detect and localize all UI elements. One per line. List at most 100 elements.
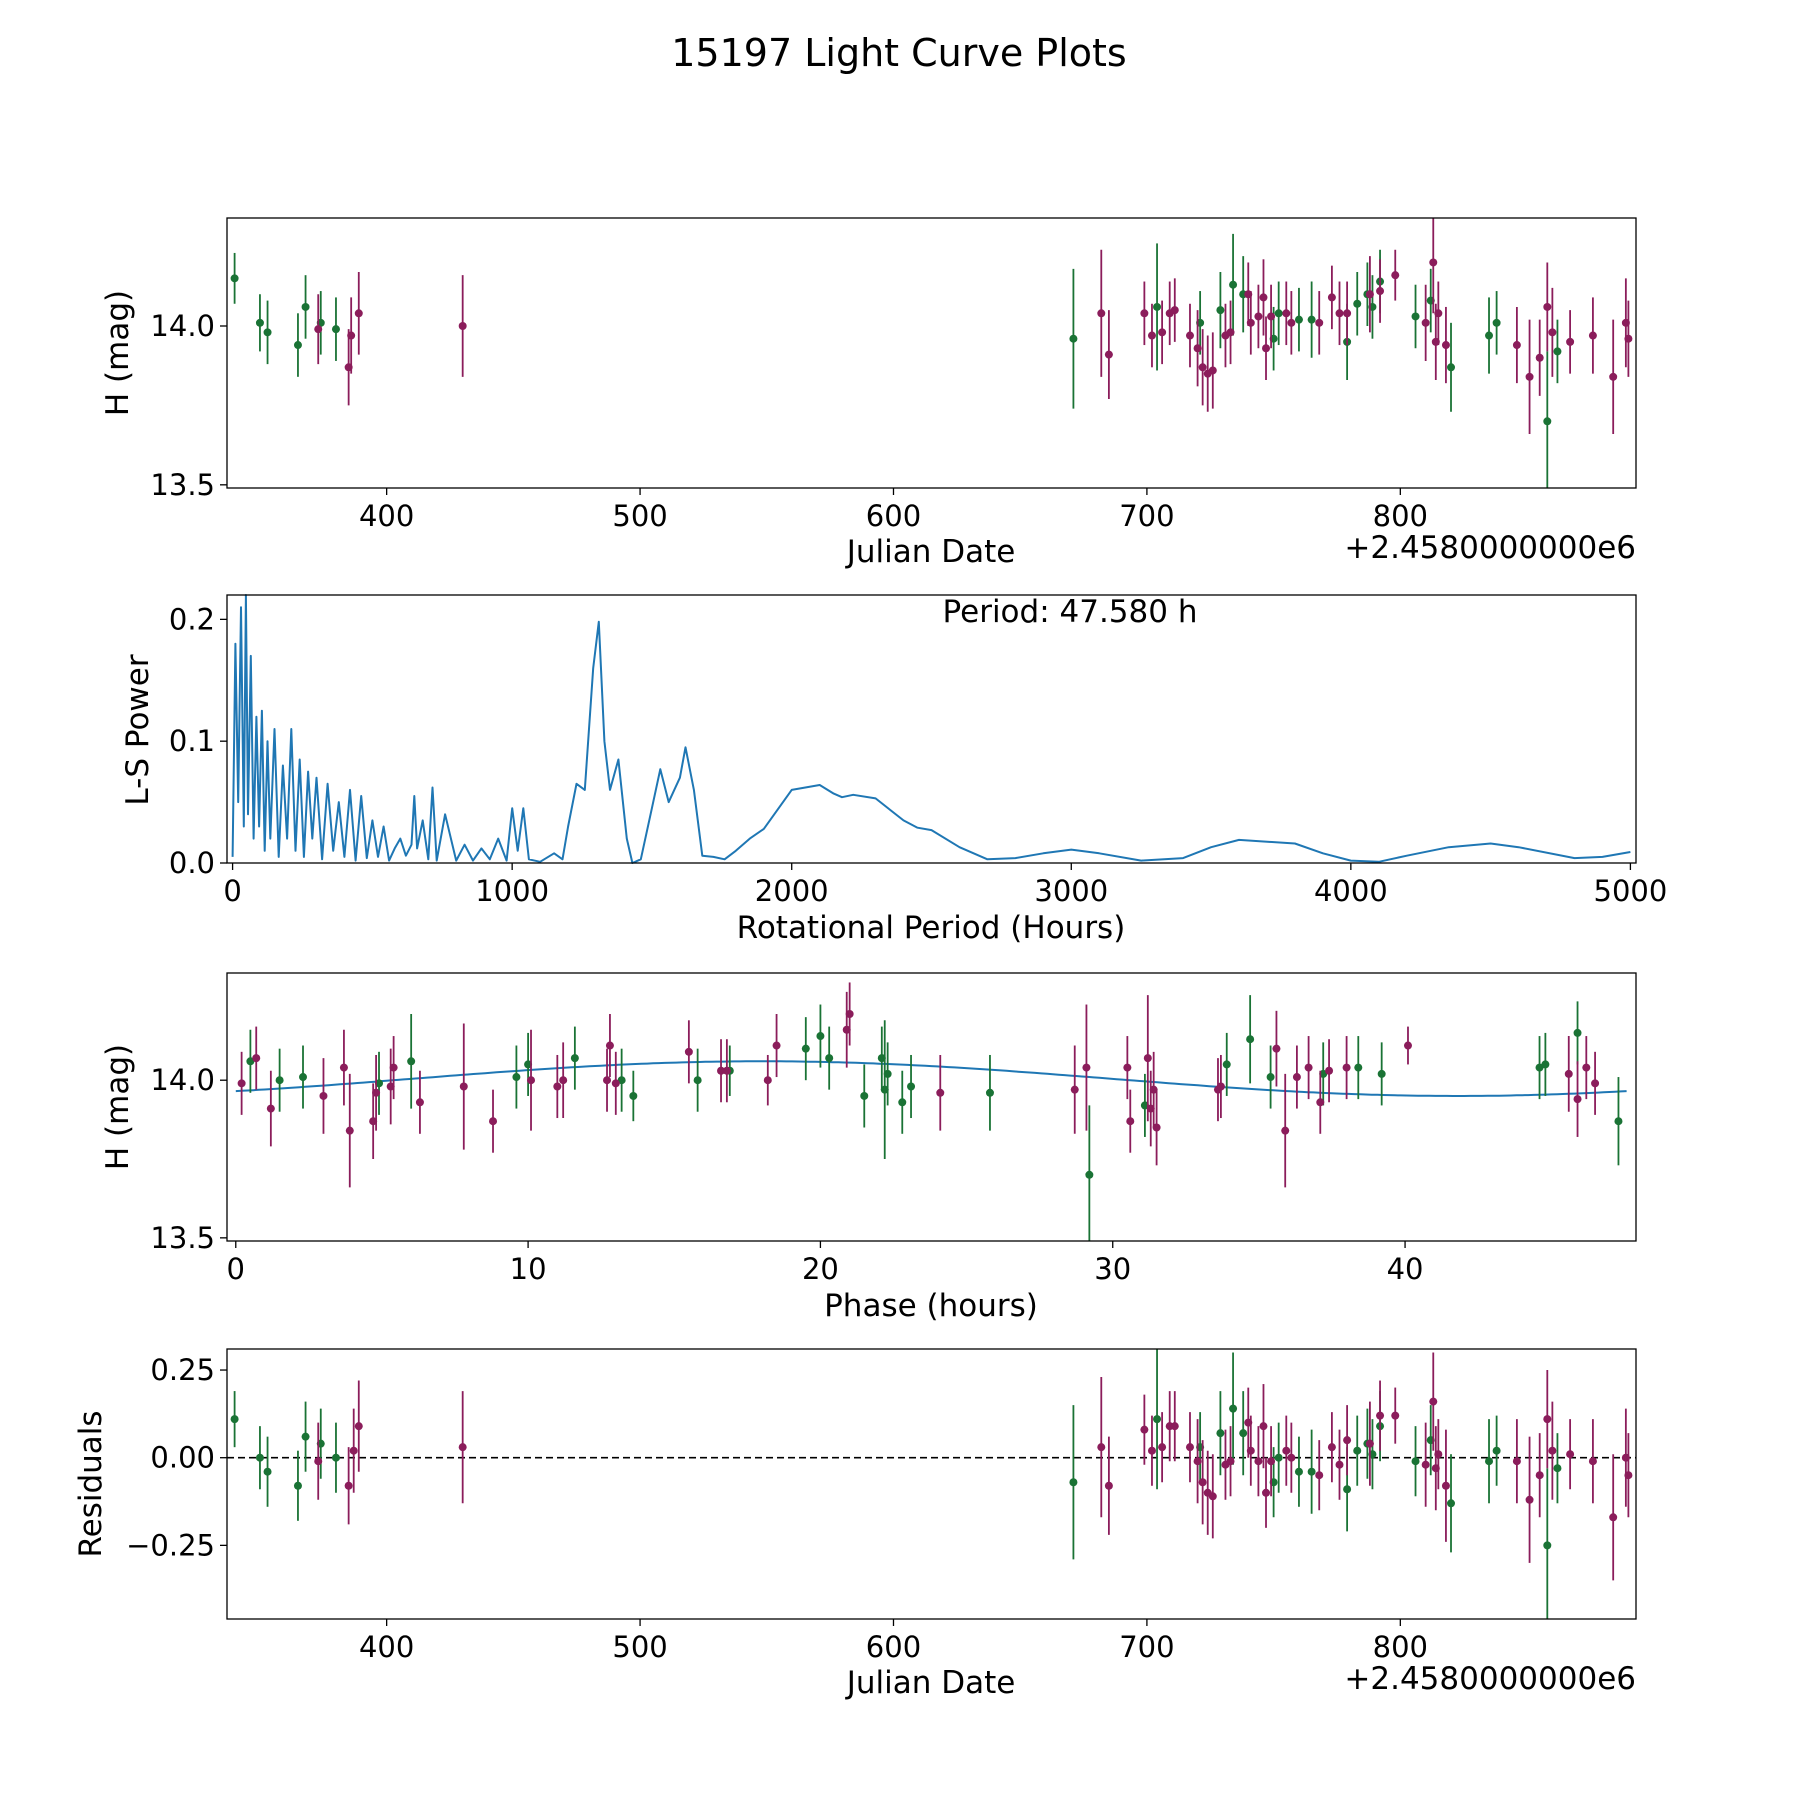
data-point (1434, 309, 1443, 318)
data-point (1246, 318, 1255, 327)
data-point (985, 1088, 994, 1097)
data-point (1327, 1443, 1336, 1452)
data-point (1365, 290, 1374, 299)
data-point (877, 1054, 886, 1063)
lightcurve-xtick-label: 600 (866, 499, 921, 533)
data-point (1566, 1450, 1575, 1459)
data-point (684, 1047, 693, 1056)
data-point (1267, 1457, 1276, 1466)
data-point (816, 1032, 825, 1041)
data-point (1582, 1063, 1591, 1072)
periodogram-xtick-label: 1000 (475, 874, 549, 908)
data-point (1272, 1044, 1281, 1053)
data-point (1541, 1060, 1550, 1069)
data-point (354, 309, 363, 318)
data-point (1342, 1063, 1351, 1072)
data-point (1153, 302, 1162, 311)
data-point (1097, 1443, 1106, 1452)
data-point (1281, 1126, 1290, 1135)
phased-axes (226, 972, 1637, 1242)
phased-ticks: 0 10 20 30 40 13.5 14.0 (150, 1063, 1423, 1286)
data-point (1069, 334, 1078, 343)
data-point (293, 1481, 302, 1490)
data-point (1512, 341, 1521, 350)
data-point (1353, 1446, 1362, 1455)
data-point (275, 1076, 284, 1085)
data-point (1266, 1073, 1275, 1082)
data-point (1315, 1471, 1324, 1480)
data-point (301, 302, 310, 311)
data-point (1429, 258, 1438, 267)
data-point (1070, 1085, 1079, 1094)
data-point (1153, 1415, 1162, 1424)
data-point (299, 1073, 308, 1082)
periodogram-ytick-label: 0.2 (169, 602, 215, 636)
phased-marks (235, 982, 1627, 1241)
data-point (1287, 1453, 1296, 1462)
data-point (1325, 1066, 1334, 1075)
periodogram-ytick-label: 0.1 (169, 724, 215, 758)
data-point (1492, 1446, 1501, 1455)
data-point (319, 1091, 328, 1100)
residuals-xtick-label: 500 (612, 1630, 667, 1664)
data-point (1548, 328, 1557, 337)
data-point (1343, 1436, 1352, 1445)
data-point (1147, 1446, 1156, 1455)
figure-title: 15197 Light Curve Plots (671, 31, 1126, 75)
data-point (1609, 372, 1618, 381)
periodogram-xtick-label: 5000 (1594, 874, 1668, 908)
data-point (1262, 1488, 1271, 1497)
data-point (1485, 331, 1494, 340)
data-point (611, 1079, 620, 1088)
data-point (1525, 1495, 1534, 1504)
data-point (1208, 1492, 1217, 1501)
data-point (459, 1082, 468, 1091)
data-point (1553, 1464, 1562, 1473)
data-point (1262, 344, 1271, 353)
data-point (1614, 1117, 1623, 1126)
data-point (1535, 1063, 1544, 1072)
lightcurve-marks (230, 218, 1633, 488)
data-point (1246, 1035, 1255, 1044)
data-point (1208, 366, 1217, 375)
data-point (880, 1085, 889, 1094)
data-point (693, 1076, 702, 1085)
data-point (1543, 417, 1552, 426)
data-point (314, 325, 323, 334)
data-point (512, 1073, 521, 1082)
data-point (1376, 287, 1385, 296)
data-point (1158, 1443, 1167, 1452)
data-point (345, 1126, 354, 1135)
phased-xtick-label: 40 (1387, 1252, 1424, 1286)
data-point (314, 1457, 323, 1466)
residuals-ytick-label: −0.25 (126, 1528, 215, 1562)
period-annotation: Period: 47.580 h (943, 594, 1198, 630)
data-point (1152, 1123, 1161, 1132)
data-point (255, 1453, 264, 1462)
data-point (246, 1057, 255, 1066)
phased-ytick-label: 14.0 (150, 1063, 215, 1097)
residuals-xtick-label: 600 (866, 1630, 921, 1664)
periodogram-ytick-label: 0.0 (169, 846, 215, 880)
data-point (1226, 328, 1235, 337)
data-point (1354, 1063, 1363, 1072)
data-point (1082, 1063, 1091, 1072)
residuals-panel: 400 500 600 700 800 0.25 0.00 −0.25 Julian Date… (73, 1348, 1637, 1701)
data-point (1624, 1471, 1633, 1480)
data-point (1146, 1104, 1155, 1113)
data-point (1573, 1028, 1582, 1037)
data-point (1421, 1460, 1430, 1469)
data-point (1216, 1429, 1225, 1438)
data-point (527, 1076, 536, 1085)
data-point (293, 341, 302, 350)
data-point (1140, 309, 1149, 318)
data-point (489, 1117, 498, 1126)
periodogram-panel: 0 1000 2000 3000 4000 5000 0.0 0.1 0.2 Period: 4… (120, 594, 1667, 946)
periodogram-marks (231, 594, 1631, 864)
periodogram-axes (226, 594, 1637, 864)
residuals-xtick-label: 400 (359, 1630, 414, 1664)
data-point (339, 1063, 348, 1072)
data-point (1377, 1069, 1386, 1078)
data-point (1543, 1541, 1552, 1550)
periodogram-xtick-label: 2000 (755, 874, 829, 908)
